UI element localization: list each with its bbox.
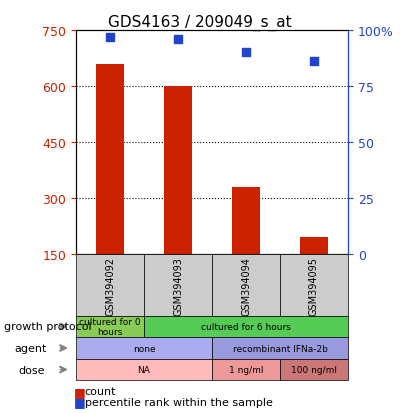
Text: NA: NA	[138, 365, 150, 374]
Text: GSM394095: GSM394095	[309, 256, 319, 315]
Text: GSM394092: GSM394092	[105, 256, 115, 315]
Point	[107, 34, 113, 41]
Point	[175, 37, 181, 43]
Text: agent: agent	[14, 343, 46, 353]
Bar	[164, 87, 192, 254]
Text: GSM394093: GSM394093	[173, 256, 183, 315]
Point	[311, 59, 317, 66]
Text: cultured for 0
hours: cultured for 0 hours	[79, 317, 141, 336]
Text: growth protocol: growth protocol	[4, 322, 92, 332]
Text: 1 ng/ml: 1 ng/ml	[229, 365, 263, 374]
Text: ■: ■	[74, 395, 86, 408]
Bar	[300, 237, 328, 254]
Bar	[96, 64, 124, 254]
Text: none: none	[133, 344, 155, 353]
Text: GDS4163 / 209049_s_at: GDS4163 / 209049_s_at	[108, 14, 292, 31]
Text: cultured for 6 hours: cultured for 6 hours	[201, 322, 291, 331]
Text: percentile rank within the sample: percentile rank within the sample	[85, 397, 273, 407]
Point	[243, 50, 249, 57]
Text: recombinant IFNa-2b: recombinant IFNa-2b	[232, 344, 328, 353]
Text: ■: ■	[74, 385, 86, 398]
Text: count: count	[85, 386, 116, 396]
Text: dose: dose	[19, 365, 45, 375]
Bar	[232, 187, 260, 254]
Text: GSM394094: GSM394094	[241, 256, 251, 315]
Text: 100 ng/ml: 100 ng/ml	[291, 365, 337, 374]
